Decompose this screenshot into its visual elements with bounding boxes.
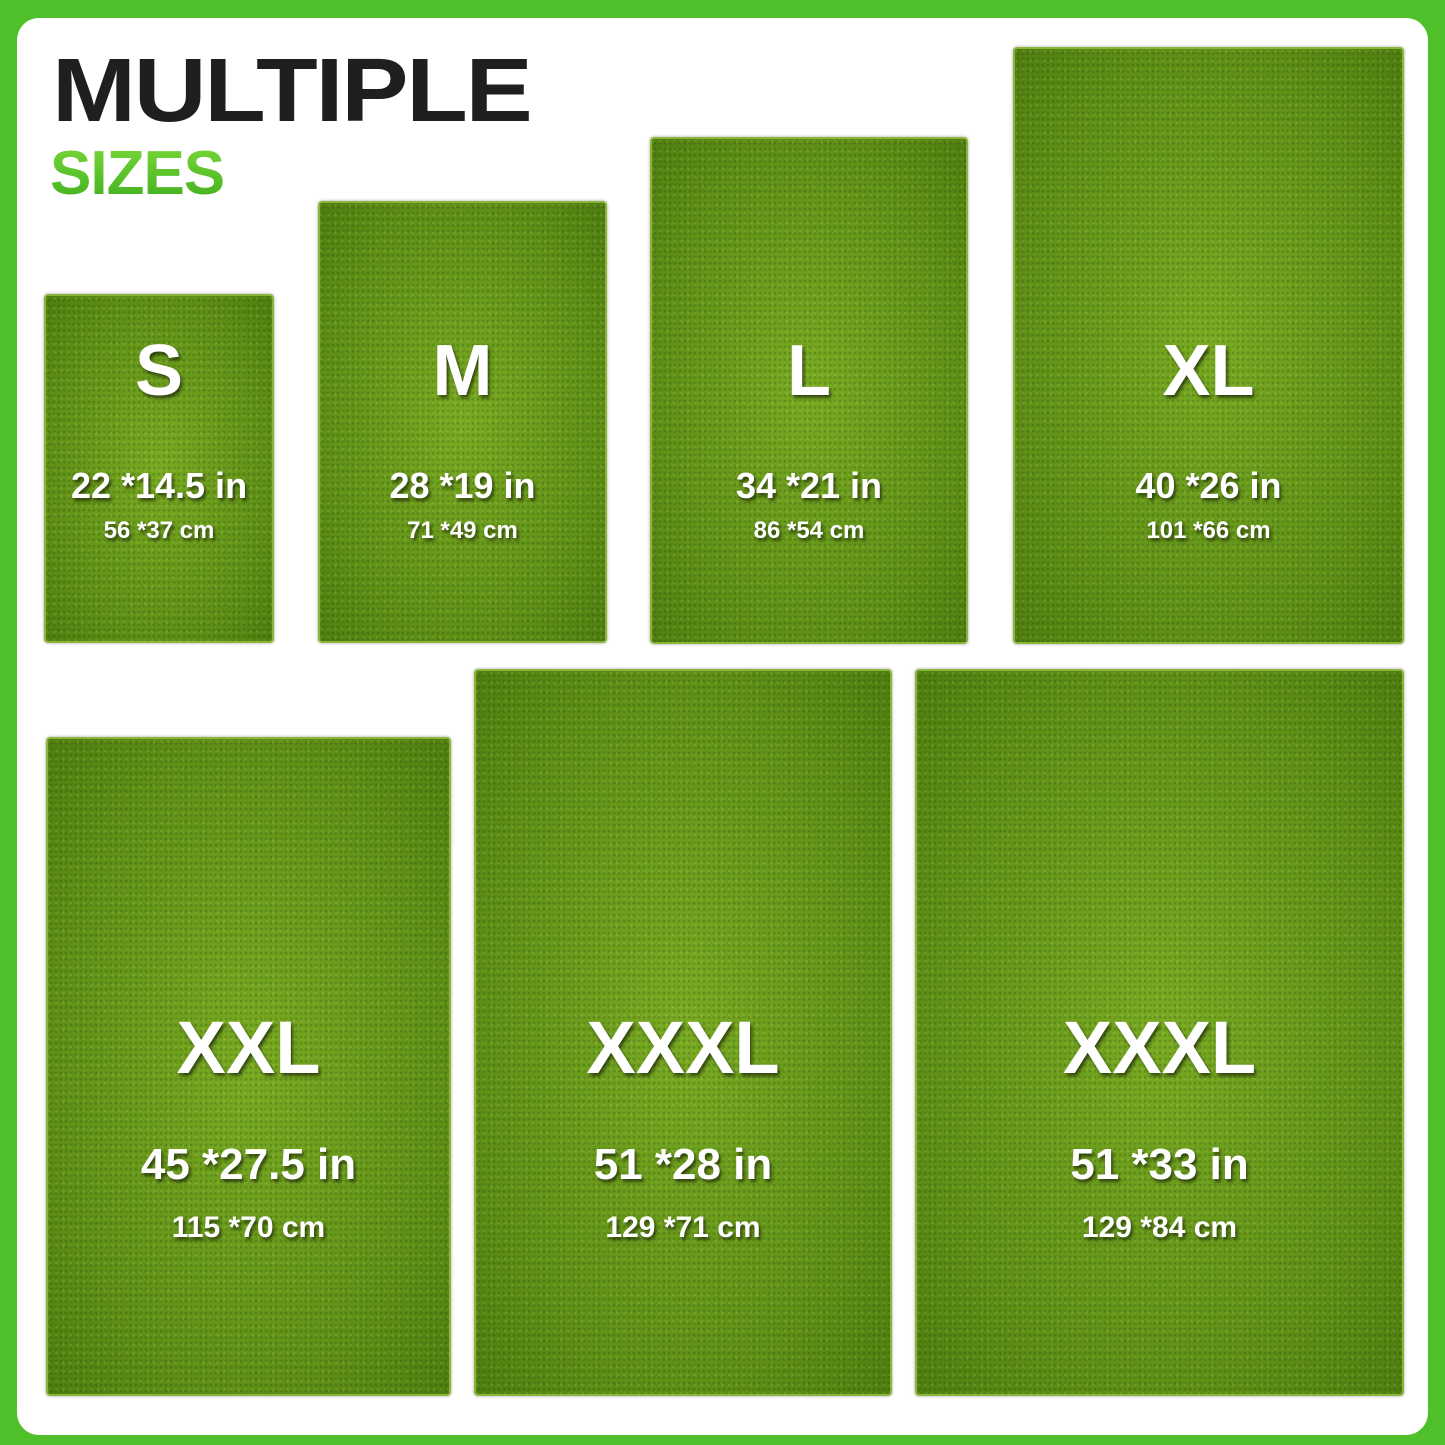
rug-xxl: XXL 45 *27.5 in 115 *70 cm xyxy=(46,737,451,1396)
subheadline: SIZES xyxy=(50,139,225,208)
cm-label: 71 *49 cm xyxy=(407,517,518,544)
rug-xl: XL 40 *26 in 101 *66 cm xyxy=(1013,47,1404,644)
size-label: XL xyxy=(1162,331,1255,411)
headline: MULTIPLE xyxy=(52,41,533,141)
rug-xxxl-narrow: XXXL 51 *28 in 129 *71 cm xyxy=(474,669,892,1396)
inches-label: 51 *33 in xyxy=(1070,1140,1249,1189)
inches-label: 28 *19 in xyxy=(389,465,536,506)
size-label: M xyxy=(432,331,493,411)
inches-label: 22 *14.5 in xyxy=(70,465,248,506)
size-label: XXXL xyxy=(1062,1006,1257,1089)
cm-label: 129 *84 cm xyxy=(1081,1211,1238,1244)
size-label: S xyxy=(134,331,184,411)
rug-m: M 28 *19 in 71 *49 cm xyxy=(318,201,607,643)
rug-xxxl-wide: XXXL 51 *33 in 129 *84 cm xyxy=(915,669,1404,1396)
cm-label: 101 *66 cm xyxy=(1146,517,1271,544)
rug-l: L 34 *21 in 86 *54 cm xyxy=(650,137,968,644)
size-label: XXXL xyxy=(586,1006,780,1089)
inches-label: 45 *27.5 in xyxy=(140,1140,357,1189)
size-label: XXL xyxy=(176,1006,321,1089)
rug-s: S 22 *14.5 in 56 *37 cm xyxy=(44,294,274,643)
inches-label: 40 *26 in xyxy=(1135,465,1282,506)
inches-label: 51 *28 in xyxy=(593,1140,773,1189)
cm-label: 86 *54 cm xyxy=(753,517,865,544)
cm-label: 56 *37 cm xyxy=(103,517,215,544)
size-label: L xyxy=(787,331,831,411)
cm-label: 129 *71 cm xyxy=(605,1211,761,1244)
cm-label: 115 *70 cm xyxy=(171,1211,326,1244)
inches-label: 34 *21 in xyxy=(735,465,883,506)
